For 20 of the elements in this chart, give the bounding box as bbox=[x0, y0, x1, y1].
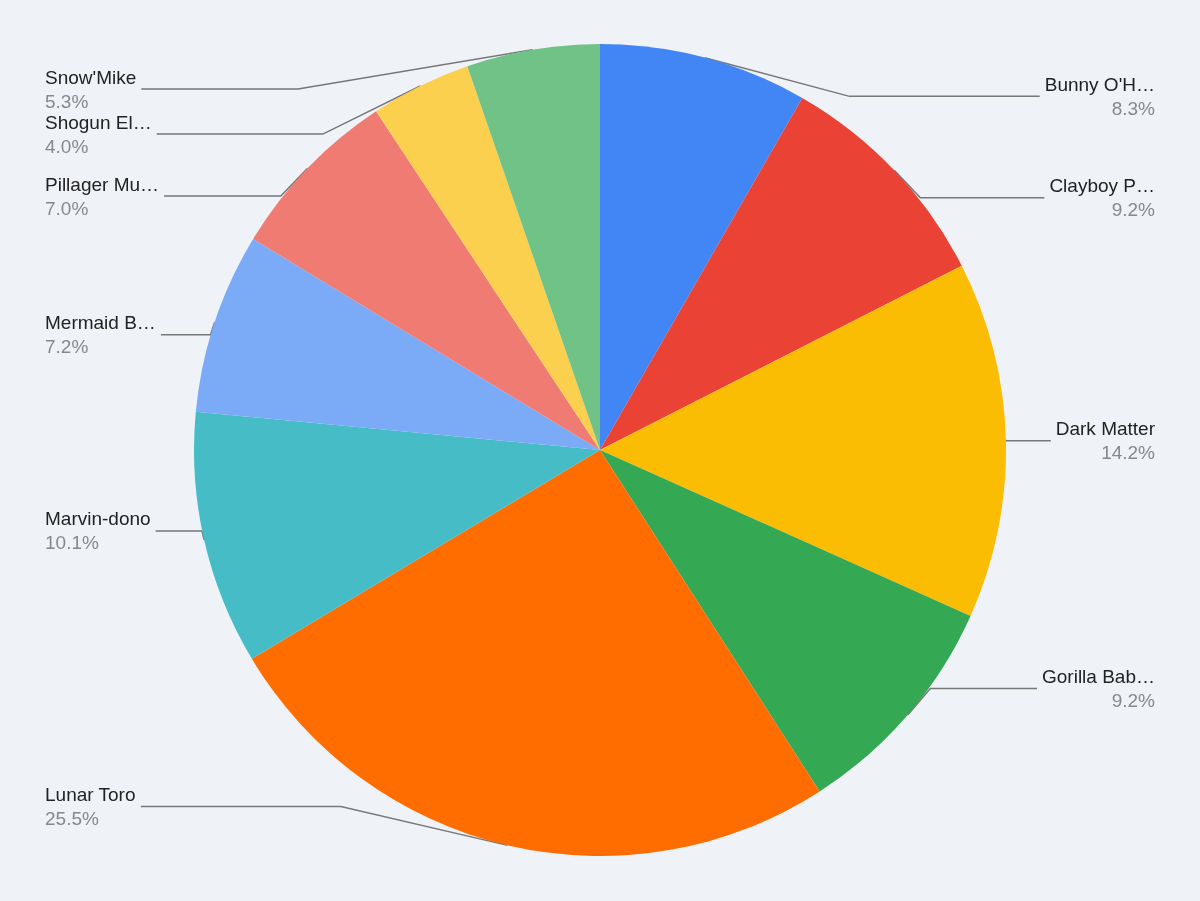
slice-label: Gorilla Bab… bbox=[1042, 666, 1155, 688]
data-label: 25.5% bbox=[45, 807, 99, 829]
data-label: 8.3% bbox=[1111, 97, 1156, 119]
data-label: 10.1% bbox=[45, 532, 99, 554]
data-label: 9.2% bbox=[1111, 199, 1156, 221]
data-label: 5.3% bbox=[45, 90, 89, 112]
data-label: 7.0% bbox=[45, 197, 89, 219]
data-label: 7.2% bbox=[45, 336, 89, 358]
slice-label: Mermaid B… bbox=[45, 312, 156, 334]
data-label: 4.0% bbox=[45, 135, 89, 157]
slice-label: Pillager Mu… bbox=[45, 173, 160, 195]
data-label: 14.2% bbox=[1101, 442, 1156, 464]
slice-label: Clayboy P… bbox=[1049, 175, 1155, 197]
data-label: 9.2% bbox=[1111, 690, 1156, 712]
slice-label: Bunny O'H… bbox=[1044, 73, 1155, 95]
slice-label: Shogun El… bbox=[45, 111, 152, 133]
slice-label: Snow'Mike bbox=[45, 66, 137, 88]
slice-label: Lunar Toro bbox=[45, 783, 136, 805]
slice-label: Dark Matter bbox=[1055, 418, 1156, 440]
slice-label: Marvin-dono bbox=[45, 508, 151, 530]
